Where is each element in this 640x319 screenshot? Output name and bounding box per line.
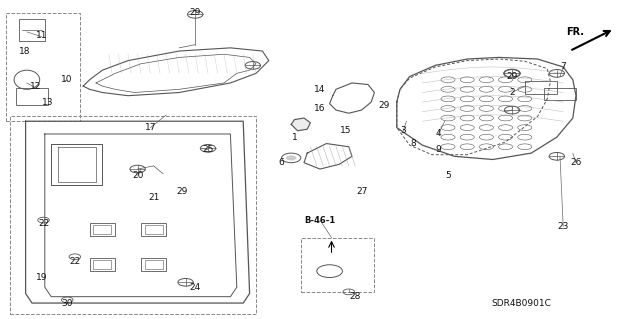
Text: 16: 16 [314,104,326,113]
Bar [16,88,48,105]
Text: 11: 11 [36,31,47,40]
Bar [6,13,80,121]
Text: FR.: FR. [566,27,584,37]
Text: 29: 29 [189,8,201,17]
Circle shape [286,155,296,160]
Bar [301,238,374,292]
Text: 13: 13 [42,98,54,107]
Text: 9: 9 [436,145,441,154]
Text: 17: 17 [145,123,156,132]
Text: 3: 3 [401,126,406,135]
Text: 18: 18 [19,47,30,56]
Text: 14: 14 [314,85,326,94]
Text: 30: 30 [61,299,73,308]
Polygon shape [291,118,310,131]
Text: 24: 24 [189,283,201,292]
Bar [525,81,557,94]
Bar [19,19,45,41]
Text: 23: 23 [557,222,569,231]
Text: 29: 29 [177,187,188,196]
Text: 6: 6 [279,158,284,167]
Text: 21: 21 [148,193,159,202]
Bar [10,116,256,314]
Text: 4: 4 [436,130,441,138]
Text: 15: 15 [340,126,351,135]
Text: 5: 5 [445,171,451,180]
Text: 28: 28 [349,292,361,301]
Text: 10: 10 [61,75,73,84]
Text: 2: 2 [509,88,515,97]
Text: 25: 25 [202,145,214,154]
Text: 22: 22 [38,219,49,228]
Text: 7: 7 [561,63,566,71]
Text: B-46-1: B-46-1 [305,216,335,225]
Text: 8: 8 [410,139,415,148]
Text: 20: 20 [132,171,143,180]
Text: 27: 27 [356,187,367,196]
Text: 29: 29 [378,101,390,110]
Text: SDR4B0901C: SDR4B0901C [492,299,552,308]
Text: 12: 12 [29,82,41,91]
Bar [544,88,576,100]
Text: 1: 1 [292,133,297,142]
Text: 29: 29 [506,72,518,81]
Text: 19: 19 [36,273,47,282]
Text: 26: 26 [570,158,582,167]
Text: 22: 22 [69,257,81,266]
